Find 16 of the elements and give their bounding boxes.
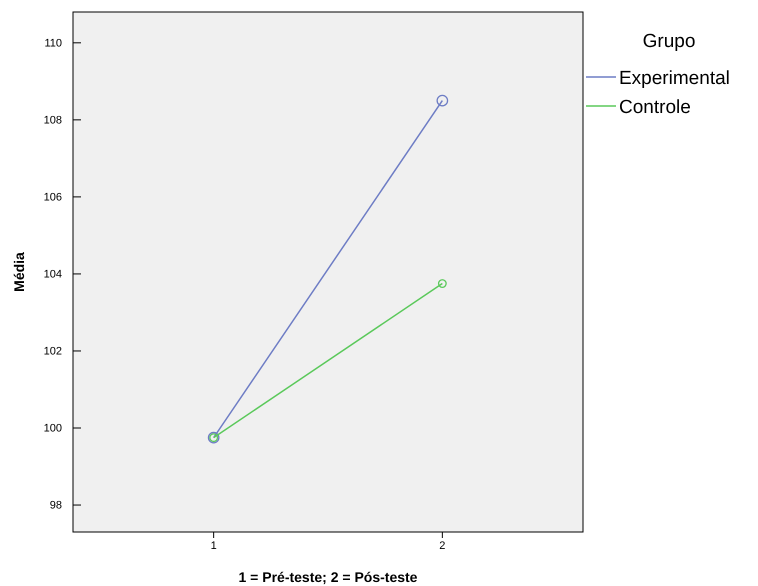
y-tick-label: 102 <box>44 345 62 358</box>
y-tick-label: 110 <box>44 37 62 50</box>
x-axis-title: 1 = Pré-teste; 2 = Pós-teste <box>238 569 418 585</box>
legend-label: Experimental <box>619 68 730 89</box>
legend-label: Controle <box>619 97 691 118</box>
y-tick-label: 106 <box>44 191 62 204</box>
y-tick-label: 104 <box>44 268 62 280</box>
point <box>436 94 448 106</box>
y-tick-label: 100 <box>44 422 62 435</box>
y-tick-label: 108 <box>44 114 62 126</box>
x-tick-label: 1 <box>210 540 217 552</box>
y-tick-label: 98 <box>50 500 62 512</box>
point <box>438 279 447 288</box>
legend-title: Grupo <box>642 31 696 52</box>
y-axis-title: Média <box>11 252 27 292</box>
x-tick-label: 2 <box>439 540 446 552</box>
